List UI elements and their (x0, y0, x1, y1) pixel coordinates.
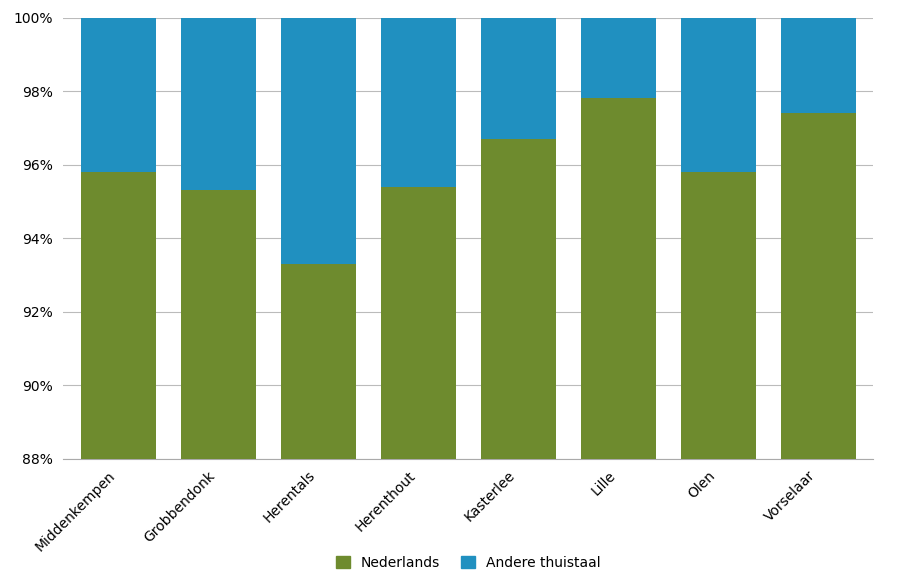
Bar (580, 98, 655, 459)
Bar (680, 172, 755, 459)
Bar (381, 186, 455, 459)
Legend: Nederlands, Andere thuistaal: Nederlands, Andere thuistaal (330, 550, 606, 575)
Bar (281, 18, 356, 264)
Bar (381, 18, 455, 186)
Bar (780, 113, 856, 459)
Bar (481, 139, 555, 459)
Bar (780, 18, 856, 113)
Bar (281, 264, 356, 459)
Bar (181, 191, 256, 459)
Bar (80, 172, 156, 459)
Bar (80, 18, 156, 172)
Bar (481, 18, 555, 139)
Bar (680, 18, 755, 172)
Bar (580, 18, 655, 98)
Bar (181, 18, 256, 191)
